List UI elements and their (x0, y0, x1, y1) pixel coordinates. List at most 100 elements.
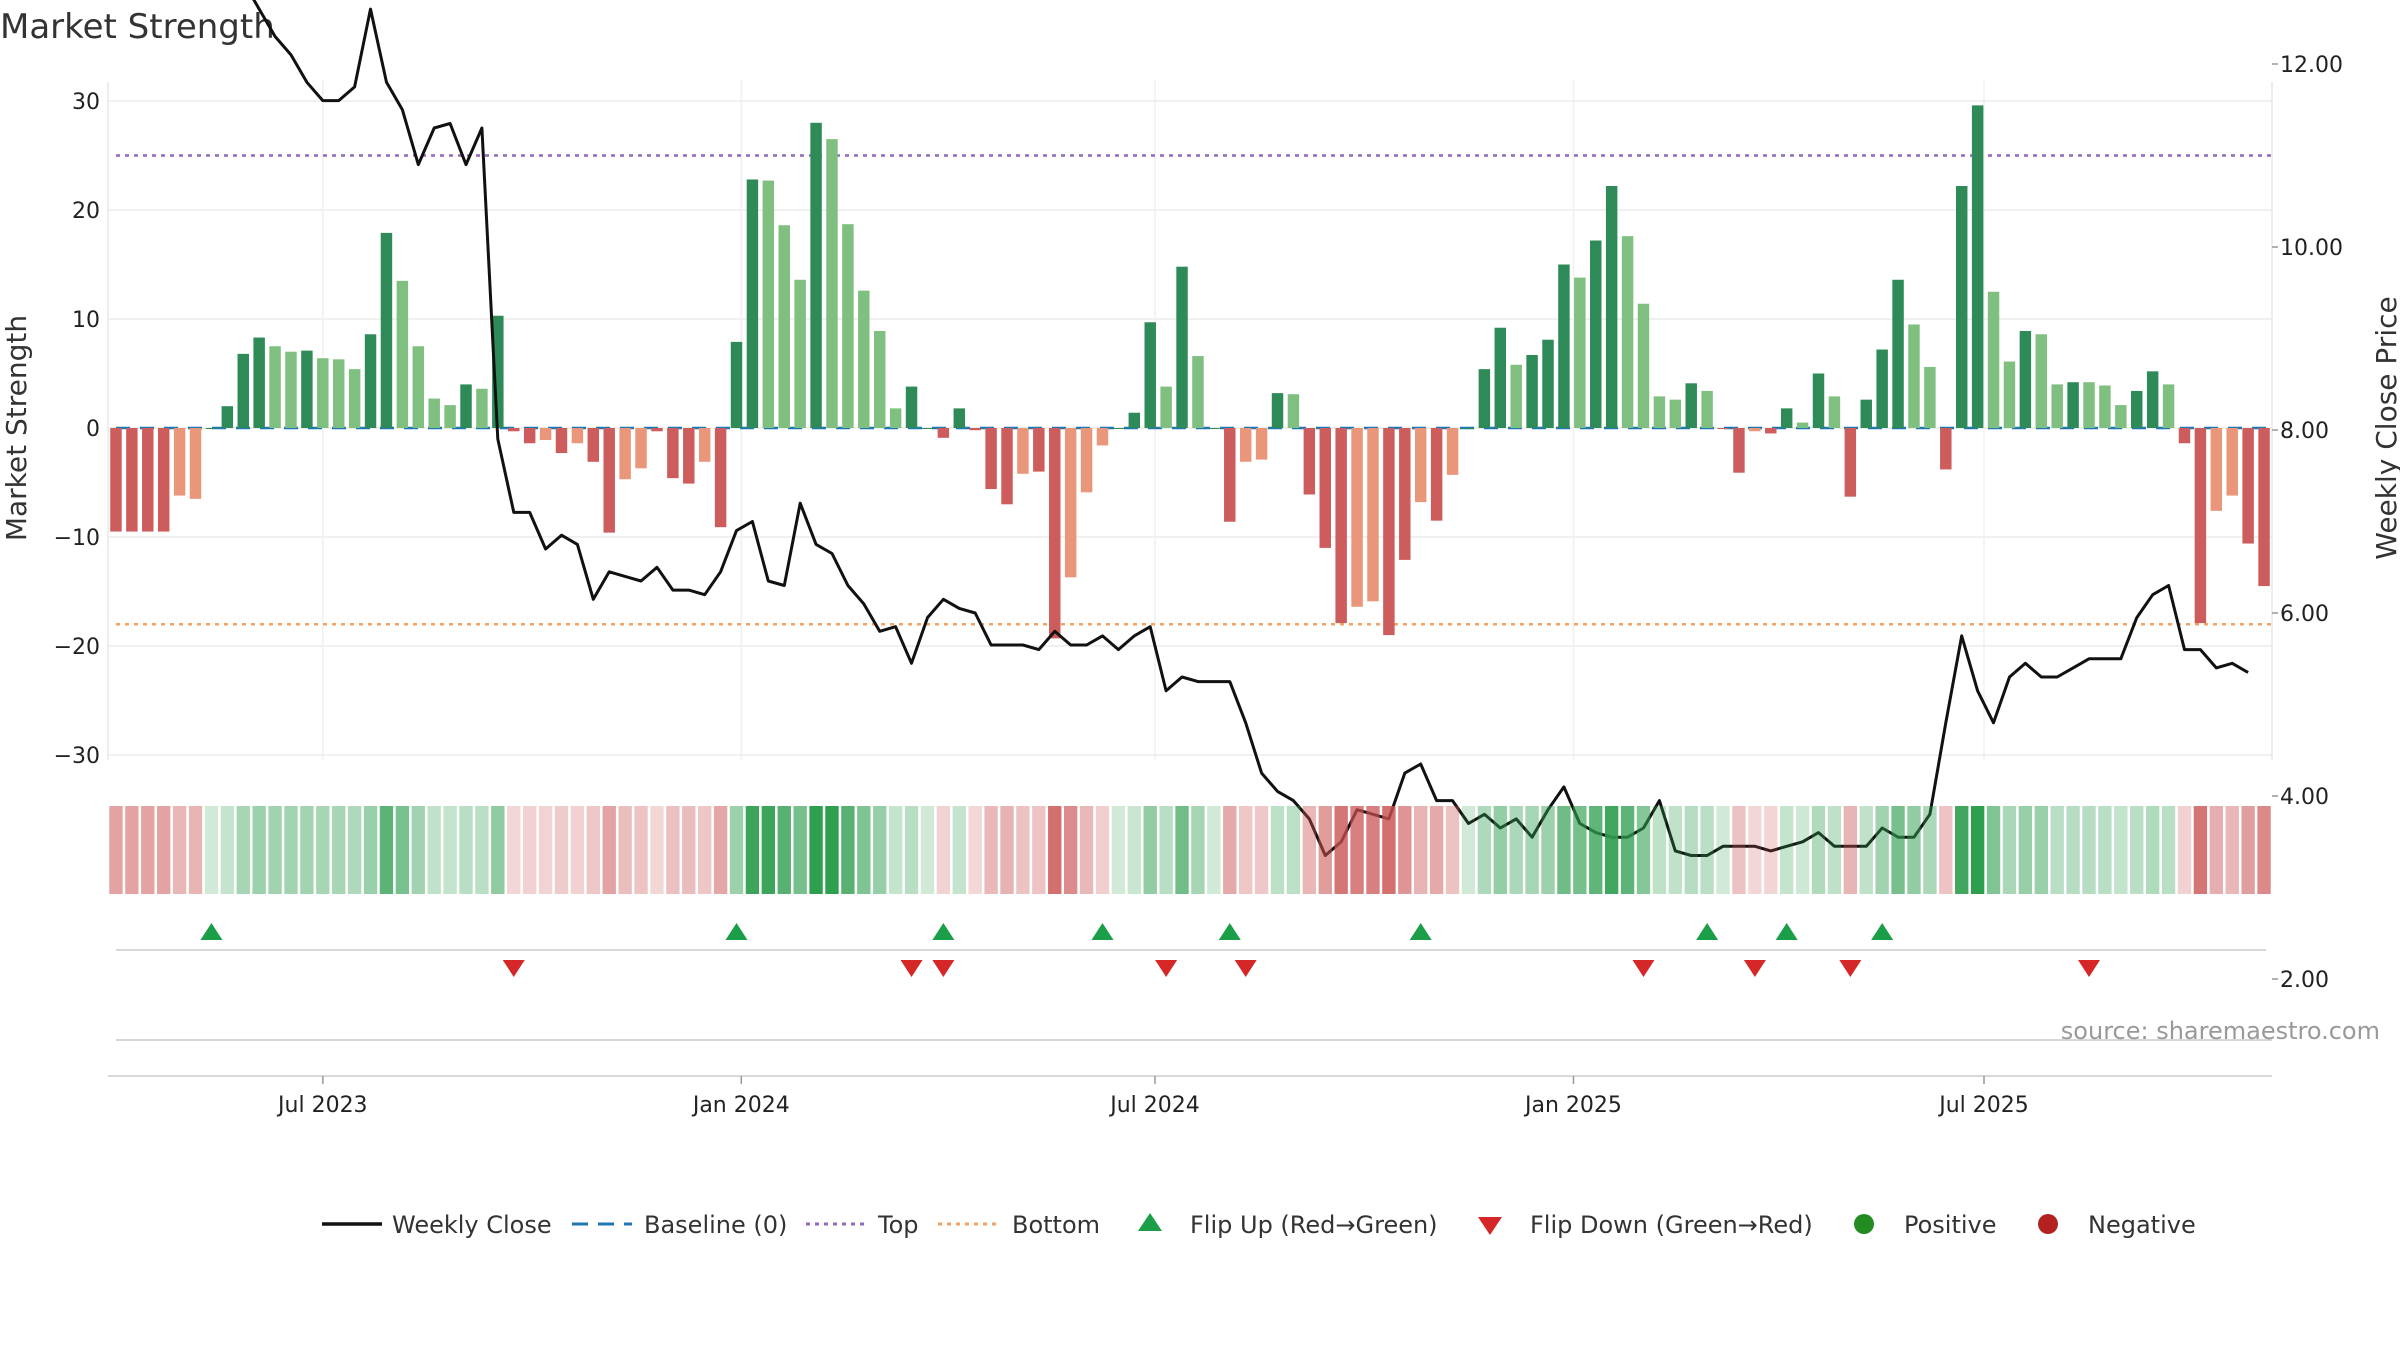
heat-cell (443, 806, 457, 894)
flip-up-marker (200, 923, 223, 940)
heat-cell (2034, 806, 2048, 894)
strength-bar (173, 428, 186, 496)
strength-bar (2035, 334, 2048, 428)
flip-markers-panel (108, 923, 2272, 1077)
heat-cell (220, 806, 235, 894)
legend-label: Negative (2088, 1211, 2196, 1239)
strength-bar (1176, 266, 1188, 428)
strength-bar (301, 350, 313, 428)
heat-cell (2177, 806, 2192, 894)
strength-bar (2051, 384, 2063, 428)
heat-cell (698, 806, 712, 894)
flip-up-marker (932, 923, 955, 940)
strength-bar (1351, 428, 1363, 607)
heat-cell (2050, 806, 2064, 894)
heat-cell (1127, 806, 1141, 894)
heat-cell (1159, 806, 1173, 894)
strength-bar (1526, 354, 1538, 428)
strength-bar (221, 406, 234, 428)
strength-bar (476, 388, 488, 428)
strength-bar (2003, 361, 2016, 428)
heat-cell (2018, 806, 2033, 894)
x-axis-ticks: Jul 2023 Jan 2024 Jul 2024 Jan 2025 Jul 2025 (276, 1076, 2029, 1118)
heat-cell (1079, 806, 1094, 894)
strength-bar (1287, 394, 1300, 428)
strength-bar (1017, 428, 1029, 474)
heat-cell (1063, 806, 1078, 894)
flip-down-marker (932, 960, 955, 977)
heat-cell (1000, 806, 1014, 894)
heat-cell (1795, 806, 1810, 894)
strength-bar (1128, 412, 1141, 428)
heat-cell (761, 806, 776, 894)
strength-bar (826, 139, 838, 428)
strength-bar (619, 428, 631, 480)
heat-cell (1239, 806, 1253, 894)
heat-cell (1509, 806, 1523, 894)
heat-cell (602, 806, 616, 894)
strength-bar (1080, 428, 1093, 493)
heat-cell (475, 806, 489, 894)
strength-bar (2258, 428, 2270, 587)
strength-bar (1940, 428, 1952, 470)
flip-up-marker (1775, 923, 1798, 940)
heat-cell (984, 806, 998, 894)
strength-bar (1987, 291, 2000, 428)
strength-bar (889, 408, 902, 428)
heat-cell (1095, 806, 1110, 894)
strength-bar (1144, 322, 1156, 428)
heat-cell (2193, 806, 2208, 894)
heat-cell (157, 806, 171, 894)
heat-cell (1318, 806, 1332, 894)
heat-cell (1620, 806, 1635, 894)
heat-cell (1270, 806, 1285, 894)
strength-bar (2146, 371, 2159, 428)
heat-cell (252, 806, 266, 894)
heat-cell (968, 806, 982, 894)
heat-cell (729, 806, 744, 894)
flip-up-marker (1218, 923, 1241, 940)
strength-bar (2210, 428, 2223, 511)
heat-cell (1732, 806, 1746, 894)
heat-cell (1286, 806, 1301, 894)
strength-bar (1160, 386, 1172, 428)
flip-down-marker (1234, 960, 1257, 977)
heat-cell (1429, 806, 1444, 894)
strength-bar (2019, 330, 2032, 428)
strength-bar (1733, 428, 1745, 473)
strength-bar (1621, 236, 1634, 428)
strength-bar (1558, 264, 1570, 428)
heat-cell (1207, 806, 1221, 894)
strength-bar (1796, 422, 1809, 428)
heat-cell (141, 806, 155, 894)
strength-bar (269, 346, 281, 428)
strength-bar (1255, 428, 1268, 460)
heat-cell (522, 806, 537, 894)
strength-bar (1224, 428, 1236, 522)
heat-cell (1923, 806, 1937, 894)
heat-cell (745, 806, 760, 894)
strength-bars (110, 105, 2270, 639)
legend-label: Bottom (1012, 1211, 1100, 1239)
strength-bar (492, 315, 504, 428)
strength-bar (205, 428, 218, 429)
heat-cell (1223, 806, 1237, 894)
heat-cell (682, 806, 696, 894)
strength-bar (1605, 186, 1618, 428)
strength-bar (1812, 373, 1825, 428)
flip-down-marker (1632, 960, 1655, 977)
strength-bar (1383, 428, 1395, 636)
y2-axis-title: Weekly Close Price (2370, 296, 2400, 559)
strength-bar (508, 428, 520, 432)
heat-cell (1939, 806, 1953, 894)
heat-cell (1573, 806, 1587, 894)
heat-cell (1493, 806, 1507, 894)
strength-bar (1208, 428, 1220, 429)
strength-bar (1908, 324, 1920, 428)
heat-cell (507, 806, 521, 894)
heat-cell (1827, 806, 1842, 894)
strength-heat-strip (109, 806, 2271, 894)
strength-bar (1049, 428, 1061, 639)
